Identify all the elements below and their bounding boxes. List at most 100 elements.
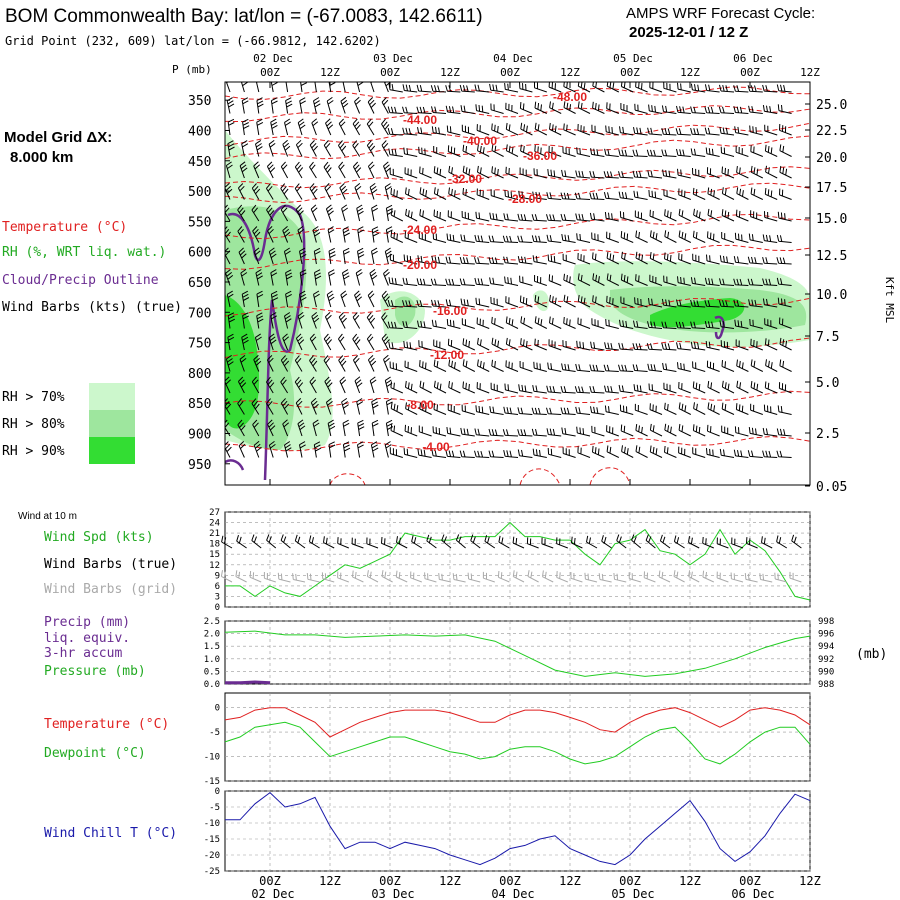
cross-section-wind-barb: [255, 269, 263, 286]
cross-section-wind-barb: [253, 440, 262, 458]
true-wind-barb: [761, 536, 773, 549]
cross-section-wind-barb: [431, 256, 447, 265]
cross-section-wind-barb: [504, 383, 519, 394]
grid-wind-barb: [337, 571, 349, 583]
cross-section-wind-barb: [505, 360, 519, 372]
pressure-line: [224, 630, 811, 677]
cross-section-wind-barb: [532, 385, 547, 394]
cross-section-wind-barb: [577, 317, 591, 329]
cross-section-wind-barb: [419, 402, 432, 415]
cross-section-wind-barb: [225, 82, 231, 93]
cross-section-wind-barb: [750, 381, 764, 394]
cross-section-wind-barb: [402, 84, 418, 93]
cross-section-wind-barb: [562, 340, 576, 351]
true-wind-barb: [323, 536, 335, 549]
true-wind-barb: [601, 535, 612, 549]
cross-section-wind-barb: [563, 273, 576, 286]
cross-section-wind-barb: [649, 445, 663, 458]
cross-section-wind-barb: [576, 147, 591, 157]
altitude-tick-label: 12.5: [816, 249, 847, 264]
cross-section-wind-barb: [678, 253, 691, 265]
cross-section-wind-barb: [490, 103, 504, 114]
cross-section-wind-barb: [295, 139, 303, 157]
cross-section-wind-barb: [265, 376, 275, 394]
cross-section-wind-barb: [762, 105, 778, 114]
model-grid-value: 8.000 km: [10, 149, 73, 166]
cross-section-wind-barb: [389, 361, 403, 372]
true-wind-barb: [586, 535, 598, 549]
cross-section-wind-barb: [462, 338, 476, 351]
cross-section-wind-barb: [366, 333, 375, 351]
cross-section-wind-barb: [225, 354, 234, 372]
cross-section-wind-barb: [750, 145, 763, 157]
cross-section-wind-barb: [606, 425, 619, 437]
top-day-label: 05 Dec: [613, 52, 653, 65]
cross-section-wind-barb: [720, 146, 735, 157]
cross-section-wind-barb: [309, 161, 317, 179]
cross-section-wind-barb: [268, 440, 276, 458]
cross-section-wind-barb: [270, 118, 278, 136]
wind-chill-panel: Wind Chill T (°C): [44, 826, 177, 841]
cross-section-wind-barb: [388, 83, 403, 93]
true-wind-barb: [702, 536, 714, 549]
cross-section-wind-barb: [776, 84, 792, 93]
cross-section-wind-barb: [227, 333, 235, 351]
top-hour-label: 00Z: [260, 66, 280, 79]
temperature-contour-label: -16.00: [433, 304, 467, 318]
cross-section-wind-barb: [692, 361, 706, 372]
cross-section-wind-barb: [417, 127, 432, 136]
temperature-contour: [225, 390, 810, 408]
cross-section-wind-barb: [402, 106, 418, 114]
grid-wind-barb: [716, 571, 729, 583]
cross-section-wind-barb: [574, 192, 591, 200]
cross-section-wind-barb: [661, 105, 677, 114]
true-wind-barb: [716, 537, 729, 549]
cross-section-wind-barb: [719, 278, 735, 286]
cross-section-wind-barb: [748, 427, 763, 437]
cross-section-wind-barb: [354, 183, 362, 200]
y-tick-label: 1.5: [204, 642, 220, 652]
cross-section-wind-barb: [238, 247, 247, 265]
figure-title: BOM Commonwealth Bay: lat/lon = (-67.008…: [5, 6, 483, 27]
y-tick-label: 18: [209, 540, 220, 550]
cross-section-wind-barb: [505, 102, 519, 114]
cross-section-wind-barb: [561, 427, 576, 437]
precip-pressure-panel: Precip (mm) liq. equiv. 3-hr accum Press…: [44, 615, 887, 679]
cross-section-wind-barb: [474, 450, 490, 458]
y-tick-label: 0.5: [204, 667, 220, 677]
cross-section-wind-barb: [776, 428, 792, 437]
cross-section-wind-barb: [620, 296, 634, 308]
cross-section-wind-barb: [618, 342, 634, 351]
cross-section-wind-barb: [445, 85, 461, 93]
cross-section-wind-barb: [352, 312, 361, 329]
cross-section-wind-barb: [531, 235, 547, 243]
cross-section-wind-barb: [474, 257, 490, 265]
cross-section-wind-barb: [748, 105, 763, 114]
cross-section-wind-barb: [721, 209, 735, 222]
cross-section-wind-barb: [718, 300, 735, 308]
cross-section-wind-barb: [592, 273, 605, 286]
cross-section-wind-barb: [389, 167, 403, 179]
cross-section-wind-barb: [475, 104, 490, 114]
cross-section-wind-barb: [606, 251, 620, 265]
cross-section-wind-barb: [254, 333, 262, 351]
cross-section-wind-barb: [531, 428, 547, 437]
y-tick-label: 1.0: [204, 655, 220, 665]
grid-wind-barb: [467, 572, 481, 583]
cross-section-wind-barb: [225, 182, 233, 200]
cross-section-wind-barb: [325, 118, 334, 136]
cross-section-wind-barb: [342, 269, 350, 286]
legend-rh: RH (%, WRT liq. wat.): [2, 245, 166, 260]
cross-section-wind-barb: [309, 376, 317, 394]
cross-section-wind-barb: [366, 140, 376, 157]
y-tick-label: -20: [204, 851, 220, 861]
cross-section-wind-barb: [577, 101, 591, 114]
cross-section-wind-barb: [776, 234, 792, 243]
grid-wind-barb: [730, 572, 744, 583]
cross-section-wind-barb: [384, 183, 392, 200]
cross-section-wind-barb: [721, 380, 735, 394]
cross-section-wind-barb: [385, 226, 393, 243]
cross-section-wind-barb: [338, 355, 347, 372]
cross-section-wind-barb: [475, 405, 490, 415]
cross-section-wind-barb: [405, 208, 418, 222]
